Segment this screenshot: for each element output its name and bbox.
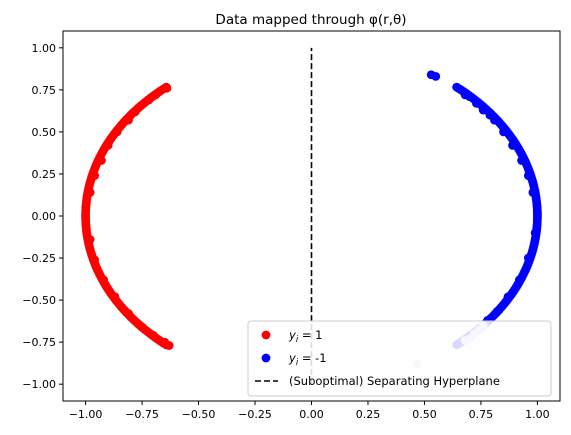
data-point xyxy=(130,107,140,117)
data-point xyxy=(97,156,106,165)
legend-marker xyxy=(261,330,271,340)
series-1 xyxy=(426,70,542,350)
data-point xyxy=(499,127,508,137)
y-tick-label: 0.25 xyxy=(32,168,57,181)
axes: −1.00 −0.75 −0.50 −0.25 0.00 0.25 0.50 0.75 1.00… xyxy=(22,30,561,421)
data-point xyxy=(81,211,90,221)
legend-box xyxy=(247,320,552,397)
data-point xyxy=(85,188,95,197)
legend-label: yi = -1 xyxy=(288,351,327,368)
data-point xyxy=(514,275,524,285)
y-tick-label: −0.25 xyxy=(22,252,56,265)
data-point xyxy=(90,255,100,265)
data-point xyxy=(452,82,462,92)
data-point xyxy=(144,95,154,105)
y-tick-label: 1.00 xyxy=(32,42,57,55)
legend-label: (Suboptimal) Separating Hyperplane xyxy=(289,374,500,388)
y-tick-label: 0.00 xyxy=(32,210,57,223)
series-0 xyxy=(81,82,174,350)
x-tick-label: 0.25 xyxy=(356,408,381,421)
data-point xyxy=(465,92,475,101)
data-point xyxy=(85,235,95,244)
data-point xyxy=(530,228,540,238)
data-point xyxy=(503,292,513,302)
data-point xyxy=(110,292,120,302)
x-tick-label: 1.00 xyxy=(525,408,550,421)
data-point xyxy=(137,322,147,332)
legend-label: yi = 1 xyxy=(288,328,322,345)
data-point xyxy=(472,98,481,108)
chart-title: Data mapped through φ(r,θ) xyxy=(215,12,406,28)
y-tick-label: 0.75 xyxy=(32,84,57,97)
data-point xyxy=(124,115,133,125)
data-point xyxy=(478,105,488,115)
data-point xyxy=(99,275,109,285)
data-point xyxy=(492,307,502,317)
y-tick-label: 0.50 xyxy=(32,126,57,139)
data-point xyxy=(508,140,517,150)
data-point xyxy=(490,115,499,125)
y-tick-label: −0.50 xyxy=(22,294,56,307)
data-point xyxy=(90,171,100,181)
data-point xyxy=(528,188,538,197)
data-point xyxy=(431,72,441,81)
legend: yi = 1 yi = -1 (Suboptimal) Separating Hyp… xyxy=(247,320,552,397)
data-point xyxy=(151,90,161,100)
x-tick-label: −0.50 xyxy=(182,408,216,421)
y-tick-label: −1.00 xyxy=(22,378,56,391)
data-point xyxy=(517,156,526,165)
x-tick-label: −1.00 xyxy=(69,408,103,421)
data-point xyxy=(523,253,533,263)
data-point xyxy=(523,171,533,181)
x-tick-label: −0.75 xyxy=(125,408,159,421)
data-point xyxy=(124,309,133,318)
legend-marker xyxy=(261,353,271,363)
x-tick-label: 0.75 xyxy=(469,408,494,421)
x-tick-label: 0.00 xyxy=(299,408,324,421)
x-tick-label: 0.50 xyxy=(412,408,437,421)
x-tick-label: −0.25 xyxy=(238,408,272,421)
data-point xyxy=(112,127,122,137)
data-point xyxy=(164,341,174,350)
data-point xyxy=(162,83,172,93)
data-point xyxy=(533,208,542,218)
y-tick-label: −0.75 xyxy=(22,336,56,349)
data-point xyxy=(148,331,158,340)
data-point xyxy=(103,140,113,150)
